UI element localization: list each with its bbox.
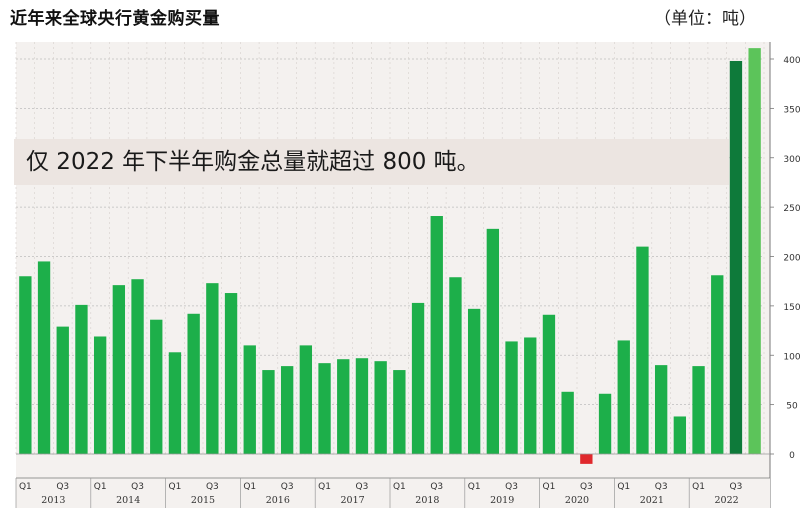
bar xyxy=(150,319,163,454)
x-tick-label: Q1 xyxy=(692,482,705,492)
year-label: 2019 xyxy=(490,495,514,506)
bar xyxy=(318,363,331,454)
bar xyxy=(168,352,182,454)
year-label: 2014 xyxy=(116,495,140,506)
bar xyxy=(299,345,313,454)
bar xyxy=(19,276,32,454)
x-tick-label: Q3 xyxy=(430,482,443,492)
bar xyxy=(187,313,200,454)
bar xyxy=(505,341,518,454)
bar xyxy=(748,48,761,454)
bar xyxy=(561,391,574,454)
x-tick-label: Q1 xyxy=(543,482,556,492)
year-label: 2015 xyxy=(191,495,215,506)
y-tick-label: 250 xyxy=(783,204,800,214)
bar xyxy=(56,326,69,454)
y-tick-label: 50 xyxy=(786,402,798,412)
x-tick-label: Q3 xyxy=(505,482,518,492)
x-tick-label: Q1 xyxy=(393,482,406,492)
bar xyxy=(75,304,88,454)
y-tick-label: 150 xyxy=(783,303,800,313)
bar xyxy=(112,285,126,454)
y-tick-label: 400 xyxy=(783,56,800,66)
bar xyxy=(636,246,649,454)
bar xyxy=(262,370,275,454)
year-label: 2022 xyxy=(715,495,739,506)
bar xyxy=(206,283,219,454)
bar xyxy=(449,277,462,454)
bar xyxy=(355,358,369,454)
x-tick-label: Q3 xyxy=(281,482,294,492)
bar xyxy=(673,416,687,454)
bar xyxy=(617,340,630,454)
y-tick-label: 350 xyxy=(783,105,800,115)
bar xyxy=(729,60,743,454)
x-tick-label: Q3 xyxy=(56,482,69,492)
bar xyxy=(467,308,481,454)
x-axis-band xyxy=(16,478,770,508)
unit-label: （单位：吨） xyxy=(654,9,756,29)
x-tick-label: Q3 xyxy=(655,482,668,492)
bar xyxy=(542,314,556,454)
annotation-banner: 仅 2022 年下半年购金总量就超过 800 吨。 xyxy=(14,139,729,185)
y-tick-label: 200 xyxy=(783,254,800,264)
x-tick-label: Q3 xyxy=(131,482,144,492)
x-tick-label: Q1 xyxy=(468,482,481,492)
x-tick-label: Q1 xyxy=(19,482,32,492)
x-tick-label: Q1 xyxy=(169,482,182,492)
year-label: 2020 xyxy=(565,495,589,506)
bar xyxy=(411,302,425,454)
bar xyxy=(131,279,144,454)
bar xyxy=(224,293,238,454)
x-tick-label: Q3 xyxy=(580,482,593,492)
bar xyxy=(393,370,406,454)
bar xyxy=(374,361,387,454)
x-tick-label: Q1 xyxy=(318,482,331,492)
bar xyxy=(37,261,51,454)
bar xyxy=(598,393,612,454)
x-tick-label: Q1 xyxy=(243,482,256,492)
year-label: 2013 xyxy=(41,495,65,506)
bar xyxy=(430,216,443,454)
bar xyxy=(711,275,724,454)
y-tick-label: 100 xyxy=(783,352,800,362)
x-tick-label: Q3 xyxy=(356,482,369,492)
bar xyxy=(580,454,593,464)
bar xyxy=(486,228,500,454)
bar xyxy=(654,365,668,454)
x-tick-label: Q1 xyxy=(94,482,107,492)
year-label: 2018 xyxy=(415,495,439,506)
year-label: 2016 xyxy=(266,495,290,506)
x-tick-label: Q1 xyxy=(617,482,630,492)
bar xyxy=(93,336,107,454)
chart-title: 近年来全球央行黄金购买量 xyxy=(10,9,220,29)
bar xyxy=(524,337,537,454)
y-tick-label: 300 xyxy=(783,155,800,165)
x-tick-label: Q3 xyxy=(206,482,219,492)
y-tick-label: 0 xyxy=(789,451,795,461)
year-label: 2021 xyxy=(640,495,664,506)
bar xyxy=(692,366,705,454)
bar xyxy=(337,359,350,454)
year-label: 2017 xyxy=(341,495,365,506)
bar xyxy=(243,345,256,454)
bar xyxy=(280,366,294,454)
x-tick-label: Q3 xyxy=(730,482,743,492)
